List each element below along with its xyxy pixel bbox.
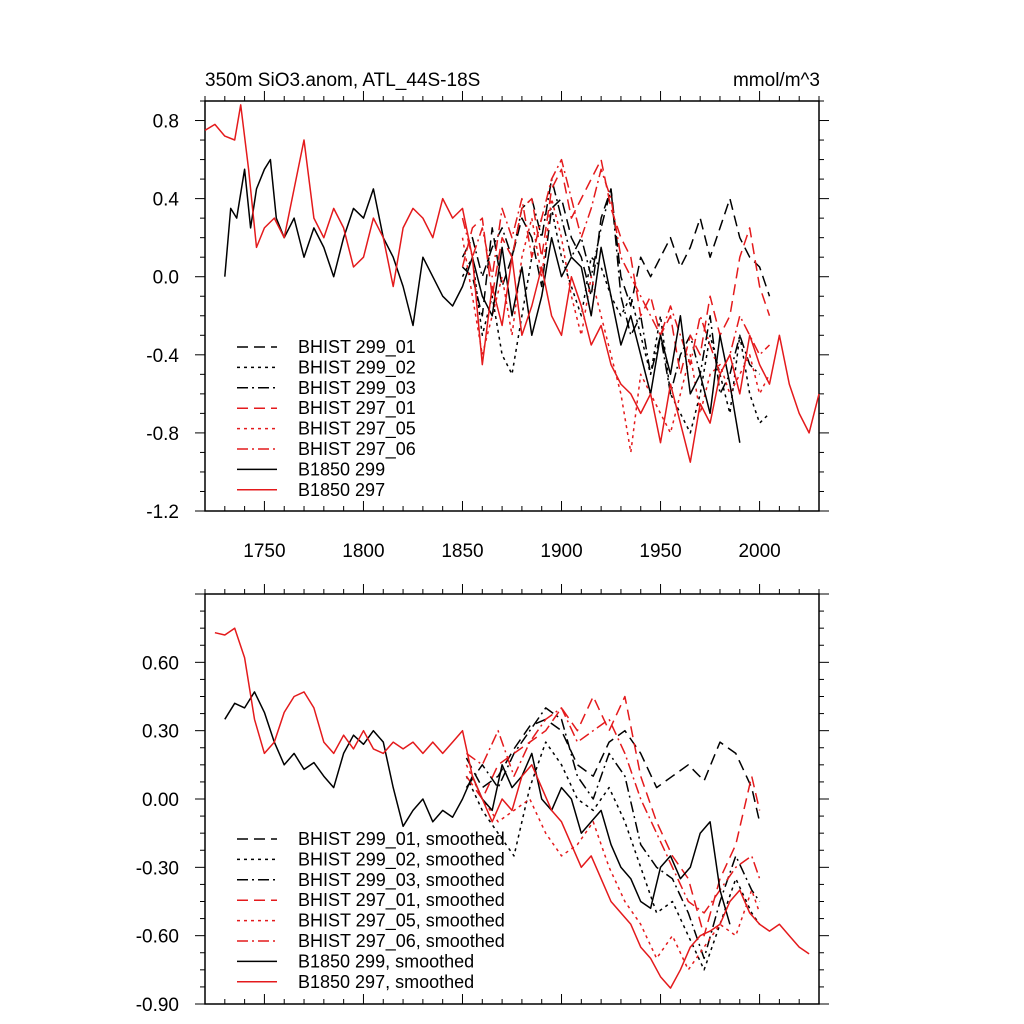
series-line — [461, 158, 771, 376]
series-line — [214, 627, 810, 989]
y-tick-label: -1.2 — [146, 502, 179, 523]
series-line — [465, 695, 761, 937]
legend-label: BHIST 297_01, smoothed — [298, 890, 505, 911]
x-tick-label: 2000 — [738, 541, 780, 562]
y-tick-label: -0.90 — [136, 995, 179, 1016]
y-tick-label: 0.30 — [142, 722, 179, 743]
axis-ticks — [195, 91, 829, 512]
chart-title: 350m SiO3.anom, ATL_44S-18S — [205, 70, 480, 91]
legend-label: BHIST 299_03 — [298, 378, 416, 399]
series-line — [465, 707, 761, 960]
x-axis-labels: 1750 1800 1850 1900 1950 2000 — [243, 541, 780, 562]
legend-label: BHIST 297_05, smoothed — [298, 911, 505, 932]
y-tick-label: 0.4 — [153, 190, 180, 211]
x-tick-label: 1950 — [639, 541, 681, 562]
legend-label: BHIST 299_01, smoothed — [298, 829, 505, 850]
y-tick-label: 0.60 — [142, 653, 179, 674]
legend-label: B1850 299, smoothed — [298, 951, 474, 971]
x-tick-label: 1850 — [441, 541, 483, 562]
y-tick-label: 0.0 — [153, 268, 179, 289]
y-tick-label: -0.8 — [146, 424, 179, 445]
legend-label: BHIST 297_01 — [298, 398, 416, 419]
series-line — [465, 718, 761, 822]
legend-label: BHIST 299_02 — [298, 357, 416, 378]
series-line — [465, 764, 761, 971]
series-line — [465, 707, 761, 914]
series-lines — [214, 627, 810, 989]
y-tick-label: -0.60 — [136, 927, 179, 948]
y-tick-label: 0.00 — [142, 790, 179, 811]
legend-label: BHIST 299_01 — [298, 337, 416, 358]
top-panel: 350m SiO3.anom, ATL_44S-18S mmol/m^3 0.8… — [146, 70, 829, 562]
units-label: mmol/m^3 — [733, 70, 820, 91]
legend-label: B1850 297 — [298, 480, 385, 500]
x-tick-label: 1750 — [243, 541, 285, 562]
series-line — [461, 158, 771, 376]
legend-label: BHIST 297_06 — [298, 439, 416, 460]
axis-ticks — [195, 584, 829, 1005]
legend-label: BHIST 299_03, smoothed — [298, 870, 505, 891]
series-line — [204, 104, 820, 463]
series-line — [461, 178, 761, 395]
bottom-panel: 0.60 0.30 0.00 -0.30 -0.60 -0.90 BHIST 299_01… — [136, 584, 829, 1016]
series-lines — [204, 104, 820, 463]
legend-label: BHIST 299_02, smoothed — [298, 849, 505, 870]
y-axis-labels: 0.60 0.30 0.00 -0.30 -0.60 -0.90 — [136, 653, 179, 1016]
y-tick-label: 0.8 — [153, 112, 179, 133]
x-tick-label: 1900 — [540, 541, 582, 562]
legend-label: B1850 297, smoothed — [298, 972, 474, 992]
legend-label: BHIST 297_06, smoothed — [298, 931, 505, 952]
legend-label: B1850 299 — [298, 459, 385, 479]
plot-frame — [204, 100, 820, 512]
y-tick-label: -0.4 — [146, 346, 179, 367]
y-tick-label: -0.30 — [136, 858, 179, 879]
x-tick-label: 1800 — [342, 541, 384, 562]
legend-label: BHIST 297_05 — [298, 419, 416, 440]
series-line — [224, 158, 741, 443]
y-axis-labels: 0.8 0.4 0.0 -0.4 -0.8 -1.2 — [146, 112, 179, 523]
